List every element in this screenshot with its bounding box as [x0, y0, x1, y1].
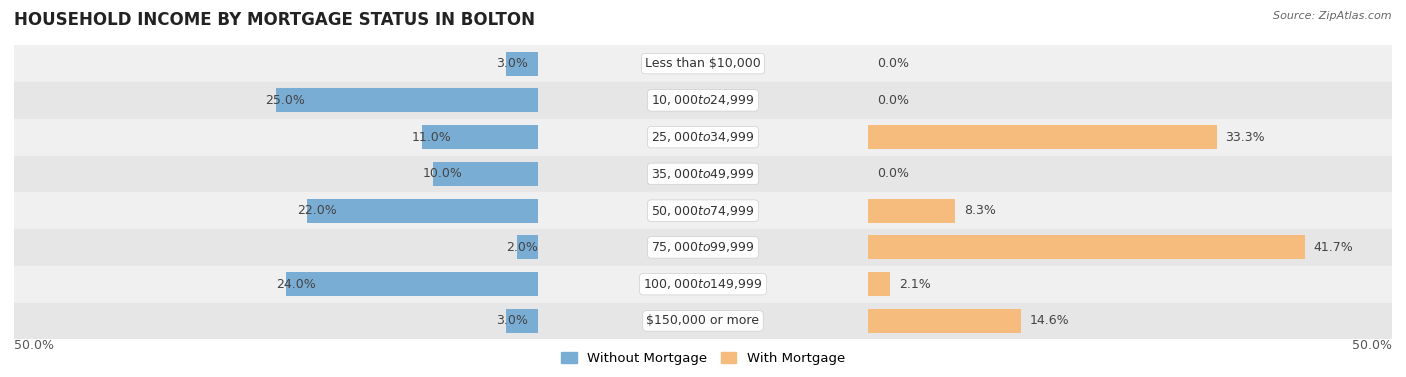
Bar: [422, 125, 537, 149]
Text: 14.6%: 14.6%: [1029, 314, 1069, 327]
Bar: [537, 82, 869, 119]
Bar: [308, 199, 537, 222]
Text: Less than $10,000: Less than $10,000: [645, 57, 761, 70]
Bar: [14, 266, 537, 302]
Text: 11.0%: 11.0%: [412, 131, 451, 144]
Bar: [14, 45, 537, 82]
Text: 3.0%: 3.0%: [496, 314, 527, 327]
Bar: [869, 309, 1021, 333]
Bar: [517, 236, 537, 259]
Bar: [869, 82, 1392, 119]
Text: 22.0%: 22.0%: [297, 204, 336, 217]
Bar: [537, 156, 869, 192]
Text: 3.0%: 3.0%: [496, 57, 527, 70]
Text: 50.0%: 50.0%: [1353, 339, 1392, 352]
Bar: [869, 125, 1218, 149]
Text: 10.0%: 10.0%: [422, 167, 463, 180]
Bar: [14, 192, 537, 229]
Bar: [869, 302, 1392, 339]
Bar: [869, 45, 1392, 82]
Bar: [506, 309, 537, 333]
Bar: [537, 302, 869, 339]
Bar: [276, 89, 537, 112]
Bar: [287, 272, 537, 296]
Text: HOUSEHOLD INCOME BY MORTGAGE STATUS IN BOLTON: HOUSEHOLD INCOME BY MORTGAGE STATUS IN B…: [14, 11, 536, 29]
Bar: [14, 302, 537, 339]
Text: 2.1%: 2.1%: [898, 278, 931, 291]
Legend: Without Mortgage, With Mortgage: Without Mortgage, With Mortgage: [555, 347, 851, 371]
Text: 0.0%: 0.0%: [877, 167, 908, 180]
Text: Source: ZipAtlas.com: Source: ZipAtlas.com: [1274, 11, 1392, 21]
Text: 50.0%: 50.0%: [14, 339, 53, 352]
Text: $75,000 to $99,999: $75,000 to $99,999: [651, 241, 755, 254]
Bar: [14, 82, 537, 119]
Text: $100,000 to $149,999: $100,000 to $149,999: [644, 277, 762, 291]
Text: $35,000 to $49,999: $35,000 to $49,999: [651, 167, 755, 181]
Text: 24.0%: 24.0%: [276, 278, 315, 291]
Text: 33.3%: 33.3%: [1226, 131, 1265, 144]
Bar: [433, 162, 537, 186]
Bar: [537, 45, 869, 82]
Text: $25,000 to $34,999: $25,000 to $34,999: [651, 130, 755, 144]
Bar: [869, 236, 1305, 259]
Text: 2.0%: 2.0%: [506, 241, 538, 254]
Text: 0.0%: 0.0%: [877, 57, 908, 70]
Bar: [14, 156, 537, 192]
Bar: [14, 229, 537, 266]
Text: $150,000 or more: $150,000 or more: [647, 314, 759, 327]
Bar: [14, 119, 537, 156]
Text: 8.3%: 8.3%: [963, 204, 995, 217]
Bar: [537, 192, 869, 229]
Bar: [869, 199, 955, 222]
Bar: [869, 272, 890, 296]
Text: 0.0%: 0.0%: [877, 94, 908, 107]
Bar: [506, 52, 537, 75]
Text: $10,000 to $24,999: $10,000 to $24,999: [651, 93, 755, 107]
Bar: [869, 229, 1392, 266]
Text: 25.0%: 25.0%: [266, 94, 305, 107]
Bar: [537, 119, 869, 156]
Bar: [537, 266, 869, 302]
Bar: [869, 192, 1392, 229]
Bar: [869, 156, 1392, 192]
Text: $50,000 to $74,999: $50,000 to $74,999: [651, 204, 755, 218]
Bar: [869, 266, 1392, 302]
Bar: [537, 229, 869, 266]
Bar: [869, 119, 1392, 156]
Text: 41.7%: 41.7%: [1313, 241, 1353, 254]
